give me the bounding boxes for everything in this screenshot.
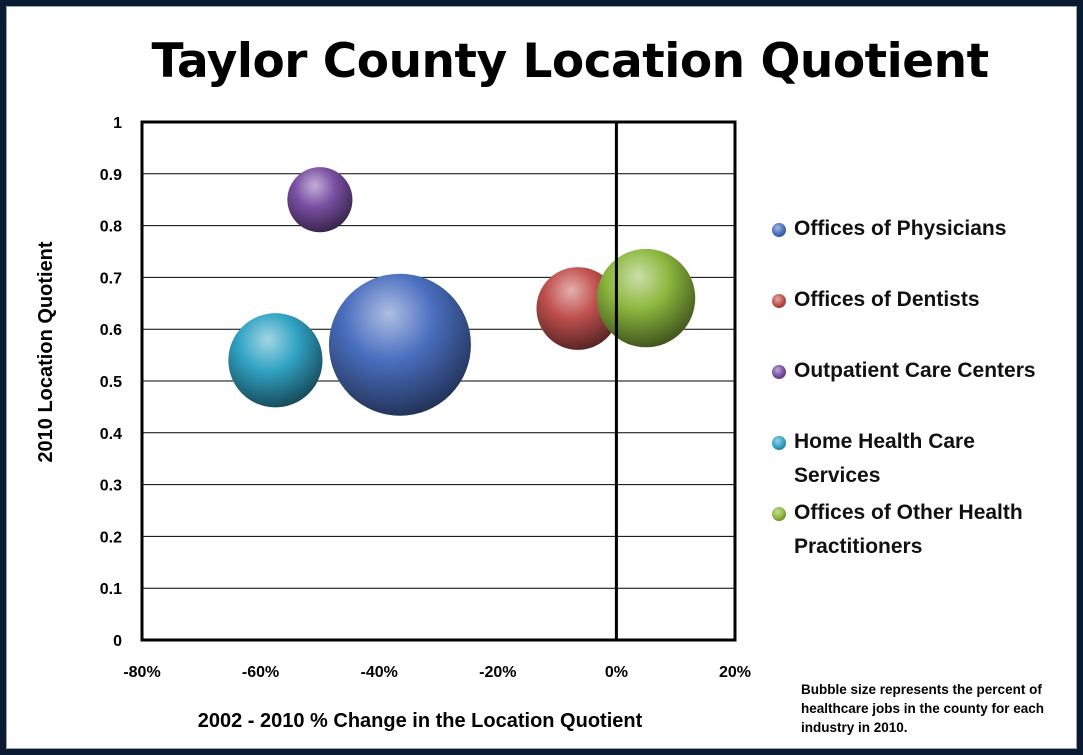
legend-marker (772, 507, 786, 521)
bubble-offices-of-other-health-practitioners (596, 248, 696, 348)
x-axis-label: 2002 - 2010 % Change in the Location Quo… (198, 710, 643, 732)
x-tick-label: -80% (123, 664, 160, 681)
legend-item: Home Health Care Services (772, 425, 1072, 493)
legend-marker (772, 436, 786, 450)
y-tick-label: 0.1 (100, 581, 122, 598)
legend: Offices of Physicians Offices of Dentists… (772, 212, 1072, 564)
legend-marker (772, 223, 786, 237)
x-tick-label: -40% (361, 664, 398, 681)
y-tick-label: 0.6 (100, 322, 122, 339)
x-tick-label: 0% (605, 664, 628, 681)
legend-label: Offices of Dentists (794, 288, 980, 311)
legend-item: Outpatient Care Centers (772, 354, 1072, 388)
legend-item: Offices of Dentists (772, 283, 1072, 317)
legend-item: Offices of Other Health Practitioners (772, 496, 1072, 564)
y-tick-label: 0.3 (100, 478, 122, 495)
y-tick-label: 0.7 (100, 270, 122, 287)
chart-title: Taylor County Location Quotient (151, 34, 989, 89)
bubble-size-note: Bubble size represents the percent of he… (801, 682, 1045, 735)
y-tick-label: 1 (113, 115, 122, 132)
legend-marker (772, 365, 786, 379)
y-tick-label: 0.5 (100, 374, 122, 391)
bubble-outpatient-care-centers (287, 167, 353, 233)
legend-label: Home Health Care Services (794, 430, 975, 487)
bubble-offices-of-physicians (328, 273, 471, 416)
legend-item: Offices of Physicians (772, 212, 1072, 246)
y-tick-label: 0.4 (100, 426, 122, 443)
y-tick-label: 0.8 (100, 219, 122, 236)
x-tick-label: -20% (479, 664, 516, 681)
y-tick-label: 0.9 (100, 167, 122, 184)
x-tick-label: -60% (242, 664, 279, 681)
y-tick-label: 0.2 (100, 529, 122, 546)
y-axis-label: 2010 Location Quotient (35, 241, 57, 462)
legend-label: Offices of Physicians (794, 217, 1007, 240)
bubble-home-health-care-services (228, 313, 323, 408)
chart-frame (6, 6, 1077, 749)
legend-label: Offices of Other Health Practitioners (794, 501, 1023, 558)
plot-area-border (140, 120, 737, 642)
legend-marker (772, 294, 786, 308)
x-tick-label: 20% (719, 664, 751, 681)
legend-label: Outpatient Care Centers (794, 359, 1036, 382)
y-tick-label: 0 (113, 633, 122, 650)
